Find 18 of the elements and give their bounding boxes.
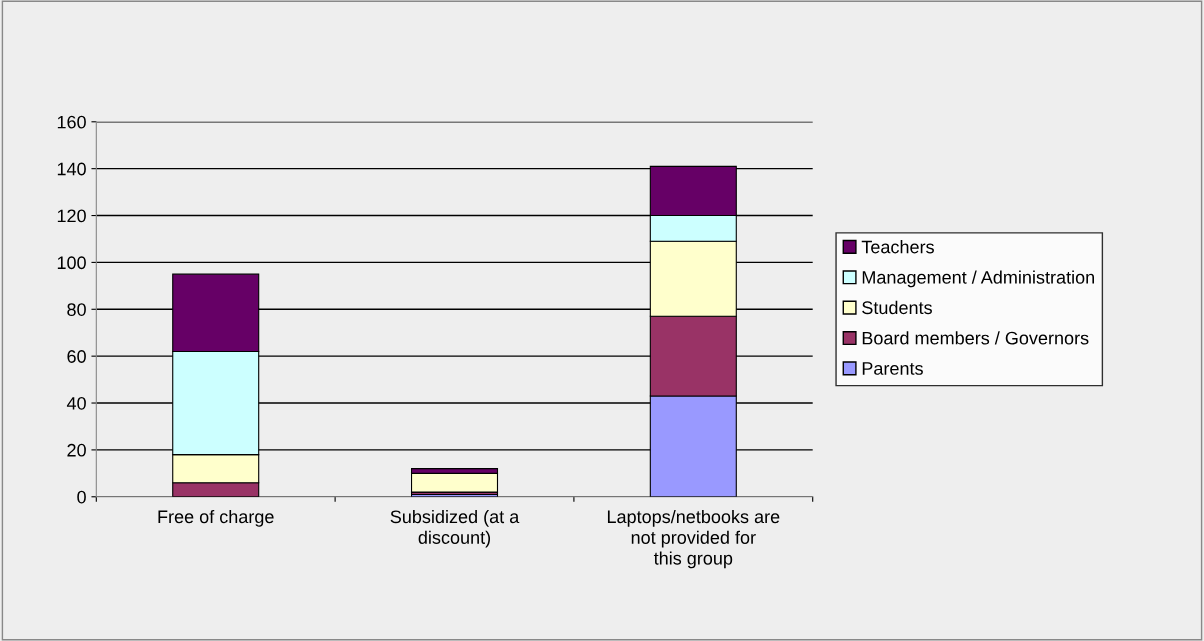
x-tick-label: Laptops/netbooks are not provided for this group (607, 509, 780, 569)
bar (410, 472, 499, 493)
legend-label: Board members / Governors (862, 331, 1089, 345)
y-tick-label: 40 (66, 396, 86, 410)
y-tick-label: 60 (67, 350, 86, 363)
x-tick-label: Free of charge (158, 509, 274, 527)
y-tick-label: 120 (57, 209, 86, 223)
y-tick-label: 0 (77, 490, 86, 504)
y-tick-label: 160 (57, 115, 86, 129)
y-tick-label: 140 (57, 162, 86, 176)
x-tick-label: Subsidized (at a discount) (390, 509, 520, 548)
y-tick-label: 80 (67, 303, 86, 316)
y-tick-label: 20 (67, 443, 86, 457)
legend-label: Teachers (861, 240, 934, 254)
legend-label: Management / Administration (862, 270, 1095, 288)
legend-label: Students (862, 300, 932, 315)
y-tick-label: 100 (57, 256, 86, 270)
legend-label: Parents (862, 362, 923, 375)
